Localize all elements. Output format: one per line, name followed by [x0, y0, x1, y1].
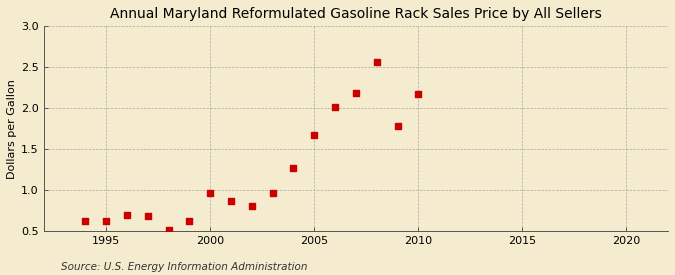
Point [350, 91, 361, 96]
Point [80, 219, 90, 224]
Point [184, 219, 195, 224]
Point [392, 124, 403, 128]
Point [246, 204, 257, 208]
Point [288, 166, 299, 170]
Text: Source: U.S. Energy Information Administration: Source: U.S. Energy Information Administ… [61, 262, 307, 272]
Point [371, 59, 382, 64]
Point [413, 92, 424, 97]
Point [122, 213, 132, 217]
Point [163, 227, 174, 232]
Point [267, 191, 278, 195]
Point [329, 105, 340, 110]
Point [205, 191, 215, 195]
Title: Annual Maryland Reformulated Gasoline Rack Sales Price by All Sellers: Annual Maryland Reformulated Gasoline Ra… [110, 7, 602, 21]
Point [225, 199, 236, 203]
Point [142, 214, 153, 219]
Point [101, 218, 111, 223]
Point [309, 133, 320, 138]
Y-axis label: Dollars per Gallon: Dollars per Gallon [7, 79, 17, 179]
